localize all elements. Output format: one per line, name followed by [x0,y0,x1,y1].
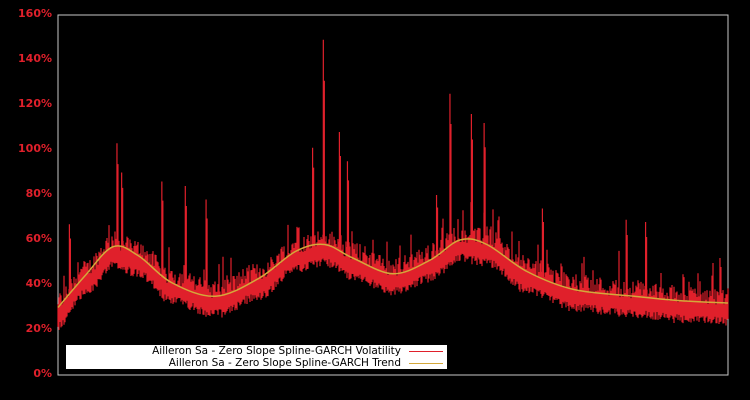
legend: Ailleron Sa - Zero Slope Spline-GARCH Vo… [66,345,447,369]
legend-swatch-volatility [409,350,443,352]
y-tick-label: 40% [25,277,52,290]
plot-area-frame [57,14,729,376]
legend-item-volatility: Ailleron Sa - Zero Slope Spline-GARCH Vo… [152,345,447,357]
y-tick-label: 80% [25,187,52,200]
legend-label-volatility: Ailleron Sa - Zero Slope Spline-GARCH Vo… [152,345,401,357]
y-tick-label: 60% [25,232,52,245]
y-tick-label: 160% [18,7,52,20]
y-tick-label: 20% [25,322,52,335]
y-tick-label: 120% [18,97,52,110]
legend-swatch-trend [409,362,443,364]
legend-label-trend: Ailleron Sa - Zero Slope Spline-GARCH Tr… [168,357,401,369]
trend-series [57,238,729,308]
y-tick-label: 0% [33,367,52,380]
volatility-series [57,39,729,330]
y-tick-label: 140% [18,52,52,65]
y-tick-label: 100% [18,142,52,155]
legend-item-trend: Ailleron Sa - Zero Slope Spline-GARCH Tr… [169,357,447,369]
